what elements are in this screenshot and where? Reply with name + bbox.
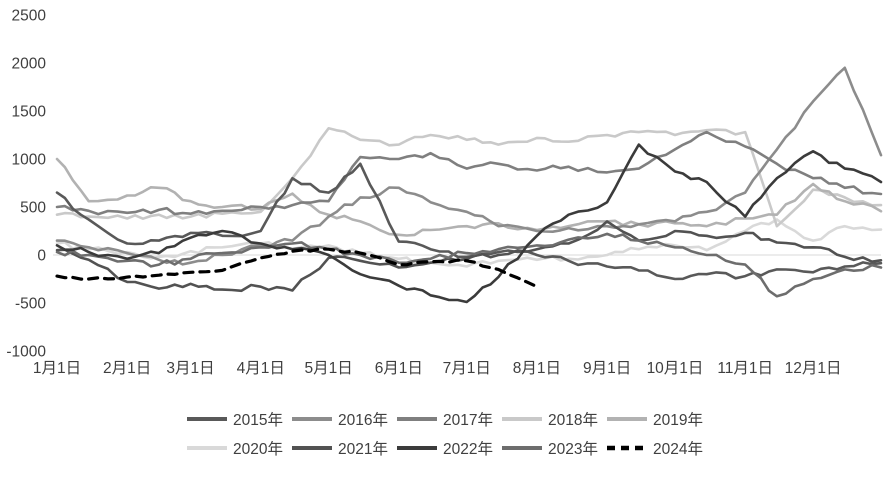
series-line-2021 [55,220,883,293]
y-axis-tick-label: 2000 [12,56,47,73]
legend-label: 2022年 [443,441,493,458]
legend-swatch-2024 [606,445,647,451]
series-line-2018 [55,127,883,228]
legend-swatch-2023 [501,446,542,450]
legend-swatch-2015 [187,417,228,421]
legend-item-2021: 2021年 [291,437,388,459]
legend-label: 2019年 [652,412,703,429]
x-axis-tick-label: 2月1日 [103,360,151,377]
legend-swatch-2018 [501,417,542,421]
series-line-2022 [55,143,883,304]
legend-label: 2017年 [443,412,493,429]
legend-swatch-2021 [292,446,333,450]
x-axis-tick-label: 11月1日 [717,360,773,377]
legend-swatch-2020 [187,446,228,450]
legend-swatch-2017 [397,417,437,421]
y-axis-tick-label: 2500 [12,8,47,25]
x-axis-tick-label: 12月1日 [785,360,842,377]
x-axis-tick-label: 10月1日 [647,360,704,377]
legend-label: 2015年 [233,412,284,429]
y-axis-tick-label: 500 [20,200,46,217]
series-line-2015 [55,162,883,281]
legend-item-2018: 2018年 [501,408,598,430]
y-axis-tick-label: -500 [15,296,46,313]
x-axis-tick-label: 4月1日 [237,360,285,377]
y-axis-tick-label: -1000 [6,344,46,361]
legend-label: 2023年 [547,441,598,458]
legend-item-2016: 2016年 [291,408,388,430]
x-axis-tick-label: 7月1日 [443,360,491,377]
x-axis-tick-label: 8月1日 [513,360,561,377]
legend-label: 2024年 [652,441,703,458]
legend-item-2017: 2017年 [396,408,493,430]
legend-item-2023: 2023年 [501,437,598,459]
series-line-2016 [55,66,883,266]
x-axis-tick-label: 6月1日 [375,360,423,377]
series-line-2017 [55,130,883,216]
legend-item-2015: 2015年 [186,408,283,430]
series-line-2020 [55,218,883,268]
legend-item-2020: 2020年 [186,437,283,459]
y-axis-tick-label: 1500 [12,104,47,121]
x-axis-tick-label: 1月1日 [33,360,81,377]
x-axis-tick-label: 9月1日 [583,360,631,377]
legend-row-2: 2020年 2021年 2022年 2023年 2024年 [183,437,706,459]
legend-swatch-2016 [292,417,333,421]
chart-legend: 2015年 2016年 2017年 2018年 2019年 2020年 2021年 2022年… [0,408,889,459]
y-axis-tick-label: 0 [37,248,46,265]
legend-row-1: 2015年 2016年 2017年 2018年 2019年 [183,408,706,430]
legend-label: 2020年 [233,441,284,458]
series-line-2023 [55,232,883,298]
legend-swatch-2019 [606,417,647,421]
legend-item-2022: 2022年 [396,437,493,459]
series-line-2019 [55,157,883,237]
x-axis-tick-label: 3月1日 [166,360,214,377]
y-axis-tick-label: 1000 [12,152,47,169]
legend-label: 2021年 [338,441,388,458]
legend-label: 2018年 [547,412,598,429]
series-line-2024 [55,247,539,289]
x-axis-tick-label: 5月1日 [305,360,353,377]
legend-swatch-2022 [397,446,437,450]
legend-item-2019: 2019年 [606,408,703,430]
legend-label: 2016年 [338,412,388,429]
legend-item-2024: 2024年 [606,437,703,459]
